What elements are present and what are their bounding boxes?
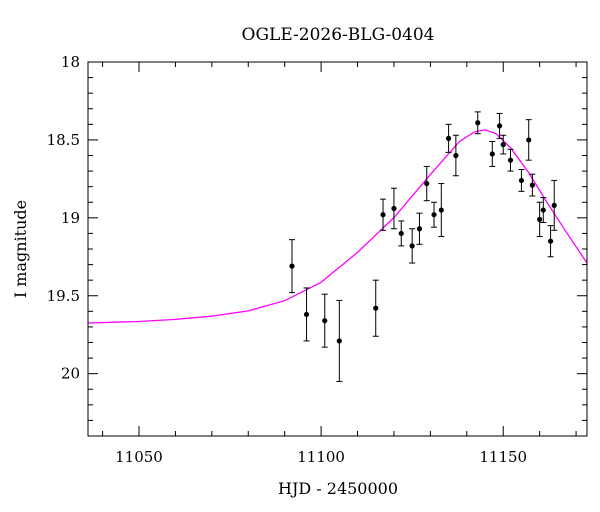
data-point-24	[536, 201, 543, 238]
data-point-23	[529, 173, 536, 197]
data-point-19	[500, 134, 507, 155]
x-tick-label: 11100	[297, 448, 345, 466]
data-marker	[398, 230, 404, 237]
data-point-27	[551, 179, 558, 231]
data-point-2	[303, 287, 310, 342]
x-tick-label: 11150	[479, 448, 527, 466]
data-point-18	[496, 112, 503, 139]
data-marker	[500, 141, 506, 148]
y-axis-label: I magnitude	[11, 200, 30, 298]
data-point-26	[547, 225, 554, 258]
data-marker	[416, 226, 423, 232]
data-point-4	[336, 299, 343, 382]
data-point-16	[474, 111, 481, 135]
data-point-5	[372, 279, 379, 337]
data-point-3	[321, 293, 328, 348]
data-marker	[526, 137, 532, 143]
data-marker	[445, 135, 452, 141]
y-tick-label: 19.5	[47, 287, 80, 305]
plot-frame	[87, 61, 588, 437]
data-marker	[496, 123, 503, 129]
data-point-13	[438, 183, 445, 238]
data-point-1	[288, 239, 295, 294]
x-tick-label: 11050	[115, 448, 163, 466]
data-point-12	[431, 201, 438, 228]
chart-title: OGLE-2026-BLG-0404	[242, 25, 435, 45]
data-marker	[380, 212, 386, 218]
data-marker	[391, 205, 397, 212]
data-point-14	[445, 123, 452, 153]
data-marker	[438, 207, 444, 213]
data-point-22	[525, 119, 532, 161]
data-marker	[289, 263, 295, 269]
data-marker	[507, 157, 514, 163]
data-point-11	[423, 165, 430, 202]
data-marker	[537, 216, 543, 222]
data-marker	[409, 243, 415, 249]
axis-ticks-layer: 11050 11100 11150 18 18.5 19 19.5 20	[47, 53, 587, 466]
y-tick-label: 20	[61, 365, 80, 383]
y-tick-label: 18	[61, 53, 80, 71]
data-marker	[431, 212, 437, 218]
data-marker	[453, 152, 459, 159]
data-point-15	[452, 134, 459, 177]
data-point-10	[416, 212, 423, 245]
data-point-7	[390, 187, 397, 230]
data-point-20	[507, 148, 514, 172]
model-curve	[87, 129, 588, 324]
y-tick-label: 18.5	[47, 131, 80, 149]
data-points-layer	[288, 111, 558, 382]
data-marker	[373, 305, 379, 311]
data-marker	[424, 180, 430, 187]
y-tick-label: 19	[61, 209, 80, 227]
data-marker	[518, 177, 525, 184]
data-point-17	[489, 140, 496, 167]
data-marker	[336, 338, 342, 344]
data-point-8	[398, 220, 405, 247]
model-curve-layer	[87, 129, 588, 324]
data-marker	[529, 182, 535, 188]
data-marker	[551, 202, 557, 208]
data-marker	[540, 207, 546, 213]
data-marker	[303, 311, 310, 318]
data-point-21	[518, 169, 525, 192]
data-marker	[322, 318, 328, 324]
data-marker	[547, 238, 554, 244]
data-point-9	[409, 228, 416, 264]
x-axis-label: HJD - 2450000	[278, 479, 398, 498]
data-marker	[489, 151, 495, 157]
data-point-25	[540, 197, 547, 224]
data-marker	[475, 120, 481, 126]
data-point-6	[380, 198, 387, 231]
